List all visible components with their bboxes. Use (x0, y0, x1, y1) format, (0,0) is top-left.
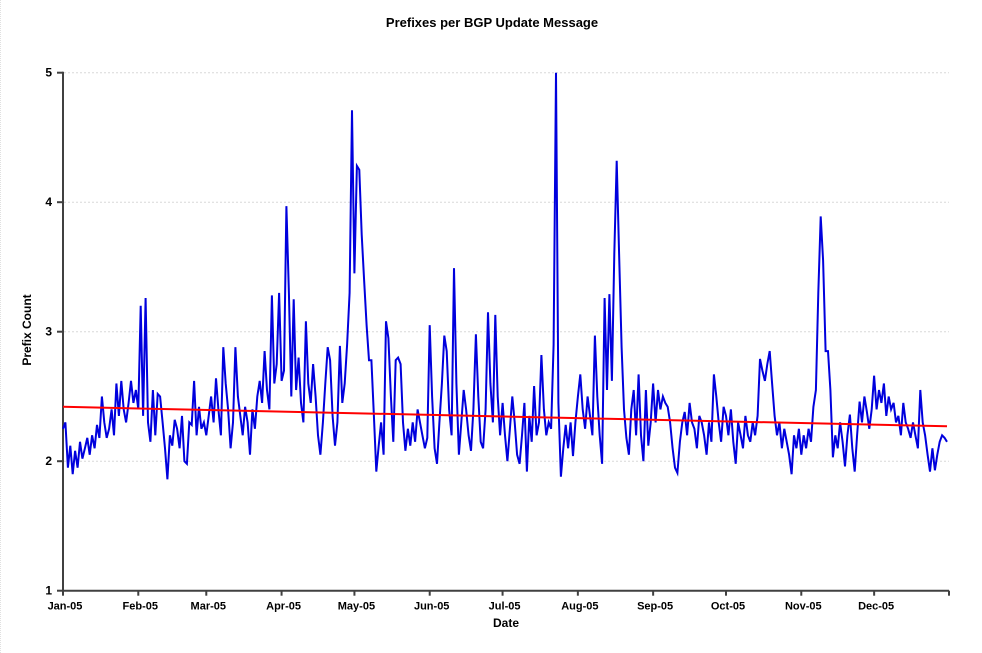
x-tick-label-Mar-05: Mar-05 (191, 601, 226, 613)
chart-title: Prefixes per BGP Update Message (385, 15, 599, 30)
y-tick-label-3: 3 (45, 325, 52, 339)
y-tick-label-5: 5 (45, 66, 52, 80)
x-tick-label-Nov-05: Nov-05 (785, 601, 822, 613)
x-tick-label-Apr-05: Apr-05 (266, 601, 301, 613)
y-tick-label-1: 1 (45, 584, 52, 598)
x-tick-label-Feb-05: Feb-05 (123, 601, 158, 613)
x-tick-label-Jul-05: Jul-05 (489, 601, 521, 613)
x-axis-label: Date (492, 616, 519, 630)
y-tick-label-4: 4 (45, 195, 52, 209)
x-tick-label-Dec-05: Dec-05 (858, 601, 894, 613)
x-tick-label-May-05: May-05 (338, 601, 375, 613)
trend-line (62, 405, 948, 428)
y-tick-label-2: 2 (45, 454, 52, 468)
x-tick-label-Aug-05: Aug-05 (561, 601, 598, 613)
prefix-count-series-line (62, 72, 948, 480)
x-tick-label-Oct-05: Oct-05 (711, 601, 745, 613)
x-tick-label-Sep-05: Sep-05 (637, 601, 673, 613)
x-tick-label-Jun-05: Jun-05 (414, 601, 449, 613)
x-tick-label-Jan-05: Jan-05 (48, 601, 83, 613)
